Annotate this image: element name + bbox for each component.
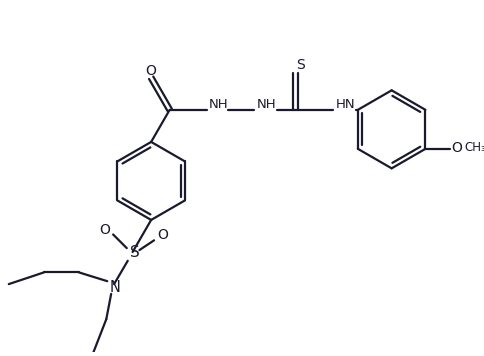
Text: S: S — [296, 58, 305, 72]
Text: S: S — [130, 246, 139, 261]
Text: O: O — [157, 229, 168, 242]
Text: N: N — [110, 279, 121, 294]
Text: NH: NH — [209, 99, 228, 111]
Text: O: O — [451, 141, 462, 155]
Text: CH₃: CH₃ — [464, 141, 484, 155]
Text: HN: HN — [335, 99, 355, 111]
Text: NH: NH — [257, 99, 276, 111]
Text: O: O — [99, 222, 110, 237]
Text: O: O — [146, 64, 157, 78]
